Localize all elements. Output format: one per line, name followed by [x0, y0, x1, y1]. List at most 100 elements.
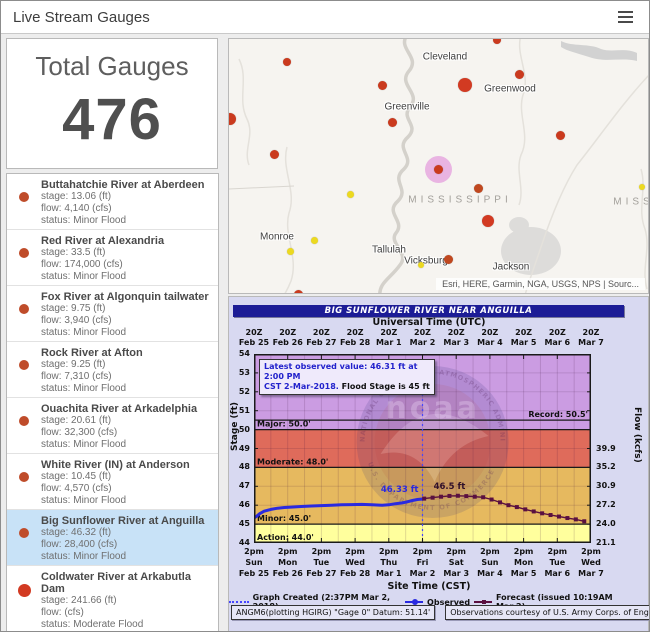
map-marker[interactable] [555, 130, 565, 140]
site-date-label: Feb 28 [339, 569, 371, 578]
site-date-label: Mar 2 [409, 569, 436, 578]
flow-axis-label: Flow (kcfs) [632, 407, 642, 463]
gauge-dot-col [7, 289, 41, 339]
map-marker[interactable] [293, 289, 303, 293]
gauge-list-item[interactable]: White River (IN) at Anderson stage: 10.45… [7, 454, 218, 510]
map-marker[interactable] [377, 80, 387, 90]
utc-tick-label: 20Z [515, 328, 533, 337]
map-panel[interactable]: Cleveland Greenwood Greenville Monroe Tallul… [228, 38, 649, 294]
utc-tick-label: 20Z [481, 328, 499, 337]
site-date-label: Feb 25 [238, 569, 270, 578]
site-day-label: Tue [313, 558, 330, 567]
gauge-dot-col [7, 177, 41, 227]
map-marker[interactable] [418, 262, 424, 268]
gauge-list-item[interactable]: Coldwater River at Arkabutla Dam stage: 2… [7, 566, 218, 631]
stage-tick-label: 46 [238, 500, 250, 510]
map-label-monroe: Monroe [260, 231, 294, 243]
stage-axis-label: Stage (ft) [230, 402, 240, 451]
flow-tick-label: 30.9 [596, 481, 616, 491]
site-day-label: Tue [549, 558, 566, 567]
map-marker[interactable] [473, 183, 483, 193]
map-marker[interactable] [443, 254, 453, 264]
gauge-status-dot [19, 192, 29, 202]
map-marker[interactable] [269, 149, 279, 159]
site-date-label: Mar 1 [375, 569, 402, 578]
utc-date-label: Feb 26 [272, 338, 303, 347]
map-attribution: Esri, HERE, Garmin, NGA, USGS, NPS | Sou… [436, 278, 645, 290]
site-date-label: Mar 7 [578, 569, 604, 578]
map-marker[interactable] [229, 113, 236, 125]
flow-tick-label: 35.2 [596, 462, 616, 472]
site-day-label: Wed [581, 558, 601, 567]
utc-tick-label: 20Z [447, 328, 465, 337]
gauge-text: Coldwater River at Arkabutla Dam stage: 2… [41, 571, 191, 630]
stage-tick-label: 45 [238, 519, 250, 529]
map-marker[interactable] [283, 58, 291, 66]
map-label-greenwood: Greenwood [484, 83, 536, 95]
utc-date-label: Mar 4 [477, 338, 503, 347]
page-title: Live Stream Gauges [13, 8, 150, 26]
flow-tick-label: 24.0 [596, 519, 616, 529]
utc-date-label: Mar 5 [510, 338, 537, 347]
map-marker[interactable] [482, 215, 494, 227]
gauge-text: Fox River at Algonquin tailwater stage: 9… [41, 291, 209, 338]
stage-tick-label: 51 [238, 405, 250, 415]
map-marker[interactable] [310, 236, 318, 244]
hydrograph-panel: BIG SUNFLOWER RIVER NEAR ANGUILLA Univer… [228, 296, 649, 631]
gauge-list-item[interactable]: Ouachita River at Arkadelphia stage: 20.6… [7, 398, 218, 454]
gauge-list-item[interactable]: Buttahatchie River at Aberdeen stage: 13.… [7, 174, 218, 230]
site-day-label: Wed [345, 558, 365, 567]
map-marker[interactable] [433, 164, 443, 174]
annotation-line1: Latest observed value: 46.31 ft at 2:00 … [264, 362, 418, 381]
gauge-list-item[interactable]: Fox River at Algonquin tailwater stage: 9… [7, 286, 218, 342]
map-marker[interactable] [346, 190, 354, 198]
gauge-list: Buttahatchie River at Aberdeen stage: 13.… [6, 173, 219, 631]
gauge-text: White River (IN) at Anderson stage: 10.45… [41, 459, 190, 506]
map-label-vicksburg: Vicksburg [404, 255, 448, 267]
gauge-status-dot [17, 584, 31, 597]
site-date-label: Feb 26 [272, 569, 303, 578]
utc-tick-label: 20Z [380, 328, 398, 337]
utc-tick-label: 20Z [245, 328, 263, 337]
graph-created-line-icon [229, 601, 249, 603]
map-label-tallulah: Tallulah [372, 244, 406, 256]
utc-date-label: Feb 25 [238, 338, 270, 347]
gauge-status-dot [19, 528, 29, 538]
bottom-axis-title: Site Time (CST) [387, 581, 471, 592]
svg-text:Major: 50.0': Major: 50.0' [257, 420, 311, 429]
legend-observed-label: Observed [427, 597, 471, 607]
utc-tick-label: 20Z [346, 328, 364, 337]
site-day-label: Sun [245, 558, 263, 567]
map-marker[interactable] [387, 117, 397, 127]
gauge-list-item[interactable]: Red River at Alexandria stage: 33.5 (ft) f… [7, 230, 218, 286]
site-tick-label: 2pm [446, 547, 466, 556]
map-marker[interactable] [514, 69, 524, 79]
utc-date-label: Mar 6 [544, 338, 571, 347]
site-day-label: Fri [416, 558, 429, 567]
gauge-dot-col [7, 345, 41, 395]
gauge-list-item[interactable]: Big Sunflower River at Anguilla stage: 46… [7, 510, 218, 566]
utc-tick-label: 20Z [548, 328, 566, 337]
annotation-line2-date: CST 2-Mar-2018. [264, 382, 339, 391]
map-marker[interactable] [458, 78, 472, 92]
map-marker[interactable] [286, 247, 294, 255]
stage-tick-label: 49 [238, 443, 250, 453]
site-tick-label: 2pm [378, 547, 399, 556]
stage-tick-label: 53 [238, 367, 250, 377]
map-marker[interactable] [639, 184, 645, 190]
stage-tick-label: 50 [238, 424, 250, 434]
stage-tick-label: 44 [238, 538, 250, 547]
menu-icon[interactable] [614, 7, 637, 27]
chart-footer: ANGM6(plotting HGIRG) "Gage 0" Datum: 51… [231, 605, 649, 620]
gauge-status-dot [19, 248, 29, 258]
flow-tick-label: 27.2 [596, 500, 616, 510]
map-marker[interactable] [493, 39, 501, 44]
site-day-label: Mon [278, 558, 298, 567]
map-label-mississippi: MISSISSIPPI [408, 194, 512, 206]
total-gauges-panel: Total Gauges 476 [6, 38, 218, 169]
gauge-text: Buttahatchie River at Aberdeen stage: 13.… [41, 179, 205, 226]
site-date-label: Mar 3 [443, 569, 470, 578]
utc-date-label: Feb 27 [306, 338, 337, 347]
gauge-list-item[interactable]: Rock River at Afton stage: 9.25 (ft) flow:… [7, 342, 218, 398]
